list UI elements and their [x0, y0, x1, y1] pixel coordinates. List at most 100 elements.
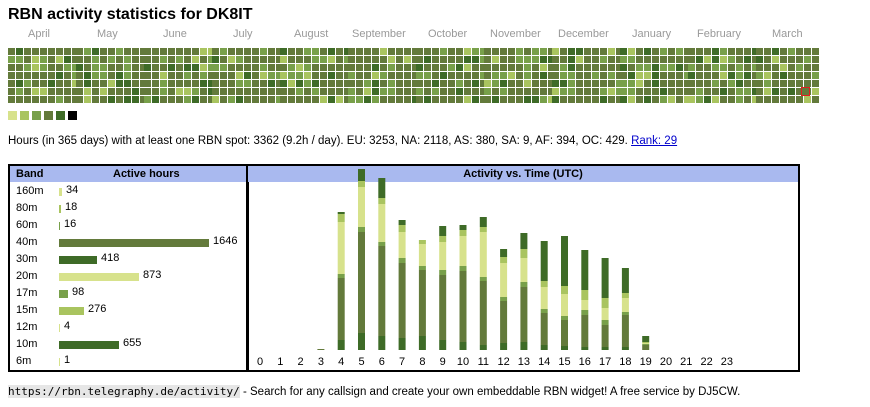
calendar-day	[688, 80, 695, 87]
calendar-day	[772, 80, 779, 87]
month-label-february: February	[697, 28, 742, 40]
calendar-day	[152, 72, 159, 79]
calendar-day	[584, 64, 591, 71]
calendar-day	[584, 72, 591, 79]
calendar-day	[532, 48, 539, 55]
chart-bar-segment	[479, 277, 487, 281]
calendar-day	[280, 56, 287, 63]
calendar-day	[464, 48, 471, 55]
calendar-day	[24, 64, 31, 71]
chart-bar-segment	[398, 225, 406, 232]
calendar-day	[320, 64, 327, 71]
chart-bar-segment	[479, 232, 487, 277]
calendar-day	[592, 80, 599, 87]
calendar-day	[144, 96, 151, 103]
band-name: 10m	[16, 338, 38, 350]
chart-bar-segment	[418, 332, 426, 336]
calendar-day	[720, 96, 727, 103]
calendar-day	[40, 56, 47, 63]
calendar-day	[84, 88, 91, 95]
chart-bar-segment	[520, 287, 528, 337]
calendar-day	[704, 64, 711, 71]
calendar-day	[600, 96, 607, 103]
calendar-day	[592, 88, 599, 95]
calendar-day	[576, 64, 583, 71]
calendar-day	[628, 48, 635, 55]
calendar-day	[312, 64, 319, 71]
calendar-day	[220, 80, 227, 87]
calendar-day	[244, 72, 251, 79]
chart-bar-segment	[581, 290, 589, 300]
calendar-day	[524, 56, 531, 63]
calendar-day	[448, 80, 455, 87]
calendar-day	[788, 64, 795, 71]
calendar-day	[424, 56, 431, 63]
chart-bar-segment	[601, 308, 609, 320]
calendar-day	[200, 96, 207, 103]
chart-bar-segment	[378, 331, 386, 336]
calendar-day	[752, 56, 759, 63]
calendar-day	[344, 80, 351, 87]
chart-bar-segment	[642, 344, 650, 345]
calendar-day	[312, 48, 319, 55]
calendar-day	[412, 80, 419, 87]
calendar-day	[480, 64, 487, 71]
calendar-day	[516, 80, 523, 87]
calendar-day	[184, 64, 191, 71]
calendar-day	[416, 80, 423, 87]
calendar-day	[64, 56, 71, 63]
calendar-day	[192, 48, 199, 55]
calendar-day	[788, 56, 795, 63]
calendar-day	[432, 48, 439, 55]
chart-bar-segment	[642, 336, 650, 342]
calendar-day	[244, 56, 251, 63]
chart-bar-segment	[439, 270, 447, 275]
calendar-day	[160, 64, 167, 71]
month-labels: April May June July August September October No…	[0, 28, 870, 42]
rank-link[interactable]: Rank: 29	[631, 135, 678, 147]
chart-bar-segment	[459, 266, 467, 271]
calendar-day	[84, 48, 91, 55]
footer-url[interactable]: https://rbn.telegraphy.de/activity/	[8, 385, 240, 398]
calendar-day	[540, 56, 547, 63]
calendar-day	[388, 64, 395, 71]
calendar-day	[480, 48, 487, 55]
calendar-day	[500, 56, 507, 63]
calendar-day	[416, 72, 423, 79]
calendar-day	[568, 80, 575, 87]
calendar-day	[212, 72, 219, 79]
calendar-day	[472, 48, 479, 55]
calendar-day	[116, 80, 123, 87]
calendar-day	[364, 48, 371, 55]
calendar-day	[756, 72, 763, 79]
chart-bar-segment	[337, 222, 345, 274]
band-row: 20m 873	[10, 268, 247, 285]
calendar-day	[652, 80, 659, 87]
calendar-day	[200, 72, 207, 79]
calendar-day	[636, 88, 643, 95]
calendar-day	[660, 80, 667, 87]
calendar-day	[712, 96, 719, 103]
month-label-january: January	[632, 28, 672, 40]
calendar-day	[660, 48, 667, 55]
calendar-day	[168, 72, 175, 79]
calendar-day	[208, 72, 215, 79]
calendar-day	[108, 48, 115, 55]
chart-bar-segment	[358, 181, 365, 187]
band-hours-value: 16	[64, 218, 77, 230]
calendar-day	[628, 88, 635, 95]
calendar-day	[412, 72, 419, 79]
calendar-day	[76, 64, 83, 71]
calendar-day	[736, 56, 743, 63]
calendar-day	[260, 80, 267, 87]
calendar-day	[280, 96, 287, 103]
calendar-day	[712, 48, 719, 55]
calendar-day	[320, 96, 327, 103]
band-row: 17m 98	[10, 285, 247, 302]
chart-bar-segment	[520, 282, 528, 287]
calendar-day	[780, 56, 787, 63]
calendar-day	[276, 80, 283, 87]
calendar-day	[336, 96, 343, 103]
calendar-day	[696, 80, 703, 87]
calendar-day	[412, 56, 419, 63]
